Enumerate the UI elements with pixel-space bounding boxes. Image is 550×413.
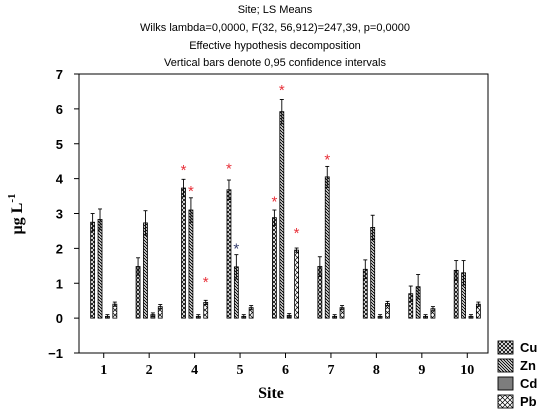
error-bar-cd-site-1 bbox=[105, 314, 110, 319]
error-bar-pb-site-1 bbox=[112, 301, 117, 307]
x-tick-label: 5 bbox=[237, 363, 244, 378]
bar-zn-site-7 bbox=[324, 176, 330, 319]
significance-star: * bbox=[294, 225, 300, 242]
bar-zn-site-1 bbox=[97, 219, 103, 319]
chart-subtitle-confidence: Vertical bars denote 0,95 confidence int… bbox=[164, 57, 386, 69]
significance-star: * bbox=[279, 82, 285, 99]
significance-star: * bbox=[324, 152, 330, 169]
significance-star: * bbox=[233, 241, 239, 258]
legend-swatch-zn bbox=[497, 358, 514, 373]
bar-pb-site-6 bbox=[294, 249, 300, 319]
y-axis-title-exponent: -1 bbox=[6, 193, 18, 202]
error-bar-cd-site-2 bbox=[150, 312, 155, 317]
x-axis: 1 2 4 5 6 7 8 9 10 bbox=[100, 353, 474, 378]
legend-label-pb: Pb bbox=[520, 394, 537, 409]
error-bar-cu-site-5 bbox=[226, 179, 231, 201]
legend-label-zn: Zn bbox=[520, 358, 536, 373]
bar-zn-site-2 bbox=[143, 222, 148, 319]
x-tick-label: 10 bbox=[460, 363, 474, 378]
significance-star: * bbox=[226, 160, 232, 177]
error-bar-cd-site-5 bbox=[241, 314, 246, 319]
error-bar-cu-site-10 bbox=[454, 260, 459, 281]
x-tick-label: 4 bbox=[191, 363, 198, 378]
y-tick-label: 1 bbox=[56, 276, 63, 291]
y-axis-title: µg L bbox=[9, 203, 26, 235]
error-bar-zn-site-8 bbox=[370, 214, 375, 241]
chart-title-block: Site; LS Means Wilks lambda=0,0000, F(32… bbox=[140, 4, 410, 69]
error-bar-zn-site-4 bbox=[188, 197, 193, 223]
x-tick-label: 2 bbox=[146, 363, 153, 378]
x-tick-label: 6 bbox=[282, 363, 289, 378]
error-bar-zn-site-9 bbox=[416, 274, 421, 300]
significance-star: * bbox=[181, 162, 187, 179]
error-bar-cd-site-7 bbox=[332, 314, 337, 319]
error-bar-pb-site-6 bbox=[294, 247, 299, 253]
error-bar-zn-site-10 bbox=[461, 260, 466, 286]
y-tick-label: 2 bbox=[56, 241, 63, 256]
error-bar-zn-site-6 bbox=[279, 99, 284, 125]
y-tick-label: 7 bbox=[56, 67, 63, 82]
legend-swatch-cd bbox=[497, 376, 514, 391]
error-bar-cu-site-8 bbox=[363, 259, 368, 280]
bar-zn-site-8 bbox=[370, 227, 376, 319]
legend: Cu Zn Cd Pb bbox=[497, 340, 537, 409]
chart-subtitle-stats: Wilks lambda=0,0000, F(32, 56,912)=247,3… bbox=[140, 22, 410, 34]
x-tick-label: 7 bbox=[327, 363, 334, 378]
error-bar-pb-site-8 bbox=[385, 300, 390, 307]
chart-title: Site; LS Means bbox=[238, 4, 313, 16]
y-tick-label: 3 bbox=[56, 207, 63, 222]
error-bar-cu-site-2 bbox=[136, 257, 141, 276]
bar-zn-site-6 bbox=[279, 111, 285, 319]
x-tick-label: 9 bbox=[418, 363, 425, 378]
error-bar-cu-site-6 bbox=[272, 209, 277, 226]
y-axis-title-group: µg L-1 bbox=[6, 193, 26, 234]
error-bar-cd-site-4 bbox=[196, 314, 201, 319]
svg-text:µg L-1: µg L-1 bbox=[6, 193, 26, 234]
error-bar-cu-site-1 bbox=[90, 213, 95, 232]
legend-label-cd: Cd bbox=[520, 376, 537, 391]
legend-swatch-cu bbox=[497, 340, 514, 355]
bar-zn-site-4 bbox=[188, 209, 194, 319]
y-tick-label: −1 bbox=[48, 346, 63, 361]
significance-markers: ********* bbox=[181, 82, 331, 291]
bar-cu-site-4 bbox=[181, 187, 186, 319]
bar-marks bbox=[90, 99, 481, 319]
chart-subtitle-decomposition: Effective hypothesis decomposition bbox=[189, 40, 361, 52]
error-bar-pb-site-7 bbox=[340, 305, 345, 311]
x-axis-title: Site bbox=[258, 385, 284, 402]
error-bar-zn-site-1 bbox=[98, 208, 103, 231]
error-bar-cd-site-10 bbox=[468, 314, 473, 319]
error-bar-cd-site-9 bbox=[423, 314, 428, 319]
error-bar-pb-site-9 bbox=[430, 306, 435, 312]
y-axis: −1 0 1 2 3 4 5 6 7 bbox=[48, 67, 79, 361]
error-bar-cd-site-6 bbox=[287, 313, 292, 318]
error-bar-pb-site-4 bbox=[203, 299, 208, 305]
error-bar-pb-site-10 bbox=[476, 301, 481, 307]
error-bar-cu-site-9 bbox=[408, 285, 413, 302]
y-tick-label: 0 bbox=[56, 311, 63, 326]
y-tick-label: 6 bbox=[56, 102, 63, 117]
error-bar-zn-site-7 bbox=[325, 165, 330, 188]
bar-cu-site-5 bbox=[226, 189, 232, 319]
significance-star: * bbox=[271, 194, 277, 211]
legend-swatch-pb bbox=[497, 394, 514, 409]
error-bar-pb-site-5 bbox=[249, 305, 254, 311]
bar-cu-site-6 bbox=[271, 217, 277, 319]
x-tick-label: 1 bbox=[100, 363, 107, 378]
legend-label-cu: Cu bbox=[520, 340, 537, 355]
error-bar-cu-site-7 bbox=[317, 256, 322, 277]
error-bar-zn-site-2 bbox=[143, 210, 148, 236]
error-bar-cu-site-4 bbox=[181, 178, 186, 198]
significance-star: * bbox=[203, 274, 209, 291]
error-bar-pb-site-2 bbox=[158, 304, 163, 310]
y-tick-label: 4 bbox=[56, 172, 64, 187]
error-bar-cd-site-8 bbox=[378, 314, 383, 319]
y-tick-label: 5 bbox=[56, 137, 63, 152]
significance-star: * bbox=[188, 183, 194, 200]
bar-cu-site-1 bbox=[90, 221, 96, 319]
x-tick-label: 8 bbox=[373, 363, 380, 378]
error-bar-zn-site-5 bbox=[234, 254, 239, 280]
